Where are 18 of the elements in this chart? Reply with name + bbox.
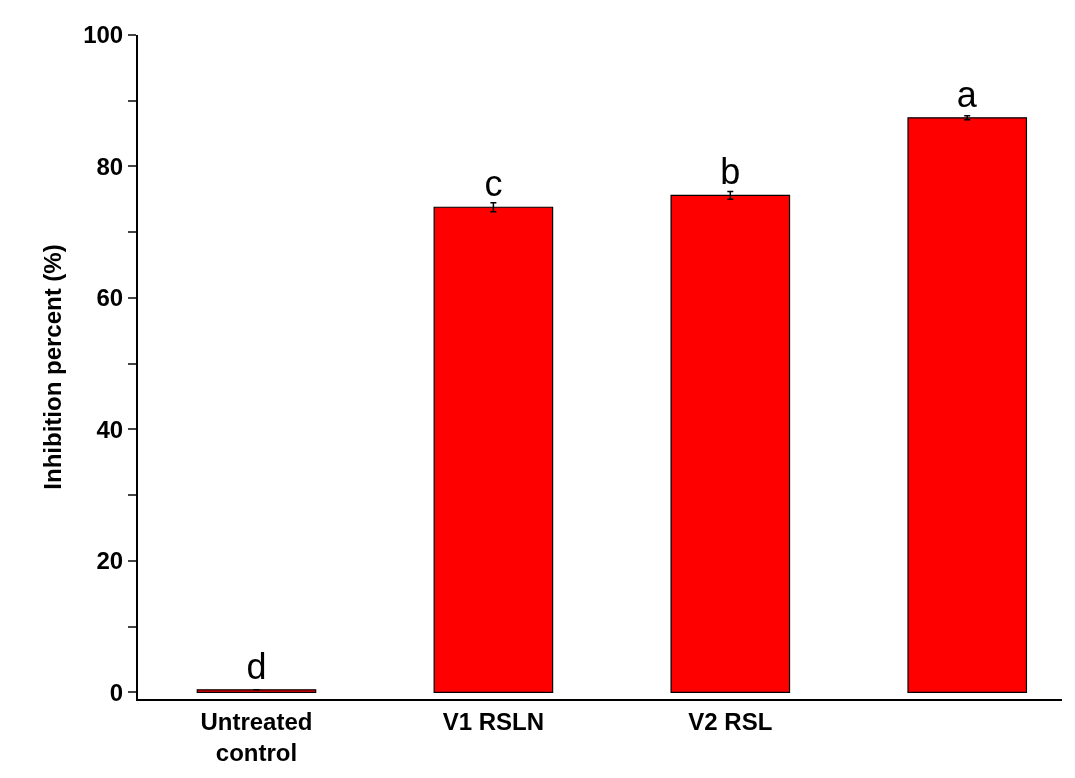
- y-tick-label: 80: [96, 152, 124, 180]
- data-label: b: [720, 151, 741, 193]
- y-axis-title: Inhibition percent (%): [38, 244, 66, 490]
- y-tick-label: 100: [83, 21, 124, 49]
- data-label: a: [956, 73, 978, 115]
- bar: [670, 194, 791, 694]
- bar: [433, 206, 554, 694]
- x-tick-label: Untreated control: [200, 707, 313, 766]
- y-tick-label: 20: [96, 547, 124, 575]
- data-label: c: [484, 163, 503, 205]
- x-tick-label: V1 RSLN: [442, 707, 545, 735]
- bar: [907, 117, 1028, 694]
- y-tick-label: 60: [96, 284, 124, 312]
- y-tick-label: 40: [96, 415, 124, 443]
- bar: [196, 689, 317, 694]
- x-tick-label: V2 RSL: [688, 707, 773, 735]
- y-tick-label: 0: [109, 678, 124, 706]
- data-label: d: [246, 645, 267, 687]
